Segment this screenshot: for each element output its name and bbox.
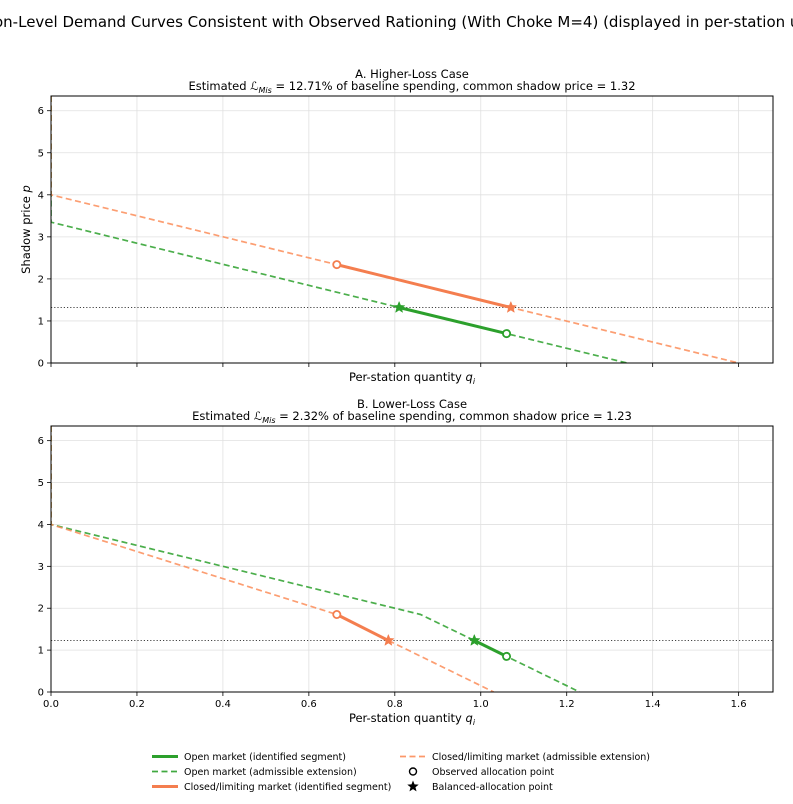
x-axis-label: Per-station quantity qi bbox=[349, 711, 476, 727]
axes-frame bbox=[50, 95, 774, 364]
y-tick-label: 6 bbox=[38, 436, 44, 447]
x-tick-label: 1.2 bbox=[559, 699, 575, 710]
series-open-id bbox=[398, 306, 507, 336]
x-tick-label: 0.0 bbox=[43, 699, 59, 710]
x-axis-label-var: q bbox=[466, 370, 473, 384]
observed-point-open bbox=[502, 329, 512, 339]
subtitle-prefix: Estimated bbox=[188, 79, 250, 93]
y-axis-label-text: Shadow price bbox=[19, 193, 33, 274]
subtitle-suffix: = 2.32% of baseline spending, common sha… bbox=[275, 409, 631, 423]
y-tick-label: 2 bbox=[38, 274, 44, 285]
balanced-point-closed bbox=[504, 300, 518, 313]
series-open-id bbox=[473, 639, 508, 658]
y-tick-label: 0 bbox=[38, 359, 44, 370]
subtitle-subscript: Mis bbox=[259, 86, 272, 95]
y-tick-label: 6 bbox=[38, 106, 44, 117]
y-tick-label: 5 bbox=[38, 148, 44, 159]
observed-point-closed bbox=[332, 610, 342, 620]
observed-point-closed bbox=[332, 260, 342, 270]
panel-subtitle: Estimated ℒMis = 2.32% of baseline spend… bbox=[192, 409, 632, 425]
x-axis-label: Per-station quantity qi bbox=[349, 370, 476, 386]
balanced-point-closed bbox=[382, 633, 395, 646]
subtitle-symbol: ℒ bbox=[250, 79, 258, 93]
legend-label: Closed/limiting market (identified segme… bbox=[184, 782, 391, 793]
x-tick-label: 0.6 bbox=[301, 699, 317, 710]
subtitle-suffix: = 12.71% of baseline spending, common sh… bbox=[272, 79, 636, 93]
legend: Open market (identified segment) Open mar… bbox=[152, 752, 650, 793]
y-tick-label: 0 bbox=[38, 688, 44, 699]
subtitle-symbol: ℒ bbox=[254, 409, 262, 423]
balanced-point-open bbox=[392, 300, 406, 313]
panel-title: A. Higher-Loss Case bbox=[355, 67, 469, 81]
legend-label: Open market (identified segment) bbox=[184, 752, 346, 763]
y-tick-label: 1 bbox=[38, 316, 44, 327]
figure-suptitle: Station-Level Demand Curves Consistent w… bbox=[0, 13, 793, 31]
legend-label: Open market (admissible extension) bbox=[184, 767, 357, 778]
series-closed-id bbox=[336, 613, 390, 642]
series-group bbox=[51, 426, 580, 692]
x-axis-label-text: Per-station quantity bbox=[349, 711, 466, 725]
x-axis-label-text: Per-station quantity bbox=[349, 370, 466, 384]
series-open-ext bbox=[51, 96, 628, 363]
subtitle-prefix: Estimated bbox=[192, 409, 254, 423]
y-tick-label: 3 bbox=[38, 562, 44, 573]
x-tick-label: 1.6 bbox=[731, 699, 747, 710]
series-closed-ext bbox=[51, 426, 495, 692]
series-open-ext bbox=[51, 426, 580, 692]
legend-label: Balanced-allocation point bbox=[432, 782, 553, 793]
x-tick-label: 1.0 bbox=[473, 699, 489, 710]
y-tick-label: 1 bbox=[38, 646, 44, 657]
x-tick-label: 0.4 bbox=[215, 699, 231, 710]
y-tick-label: 5 bbox=[38, 478, 44, 489]
y-tick-label: 3 bbox=[38, 232, 44, 243]
axes-frame bbox=[50, 425, 774, 693]
panel-title: B. Lower-Loss Case bbox=[357, 397, 467, 411]
x-axis-label-sub: i bbox=[473, 377, 476, 386]
x-axis-label-sub: i bbox=[473, 718, 476, 727]
y-tick-label: 4 bbox=[38, 190, 44, 201]
y-tick-label: 4 bbox=[38, 520, 44, 531]
legend-swatch-circle bbox=[408, 767, 418, 776]
panel-subtitle: Estimated ℒMis = 12.71% of baseline spen… bbox=[188, 79, 635, 95]
balanced-point-open bbox=[467, 633, 481, 646]
series-closed-id bbox=[336, 263, 512, 309]
legend-swatch-star bbox=[407, 780, 419, 792]
y-tick-label: 2 bbox=[38, 604, 44, 615]
legend-label: Observed allocation point bbox=[432, 767, 554, 778]
x-tick-label: 0.2 bbox=[129, 699, 145, 710]
x-tick-label: 0.8 bbox=[387, 699, 403, 710]
legend-label: Closed/limiting market (admissible exten… bbox=[432, 752, 650, 763]
x-tick-label: 1.4 bbox=[645, 699, 661, 710]
subtitle-subscript: Mis bbox=[262, 416, 275, 425]
y-axis-label: Shadow price p bbox=[19, 185, 33, 274]
x-axis-label-var: q bbox=[466, 711, 473, 725]
y-axis-label-var: p bbox=[19, 185, 33, 193]
observed-point-open bbox=[502, 651, 512, 661]
